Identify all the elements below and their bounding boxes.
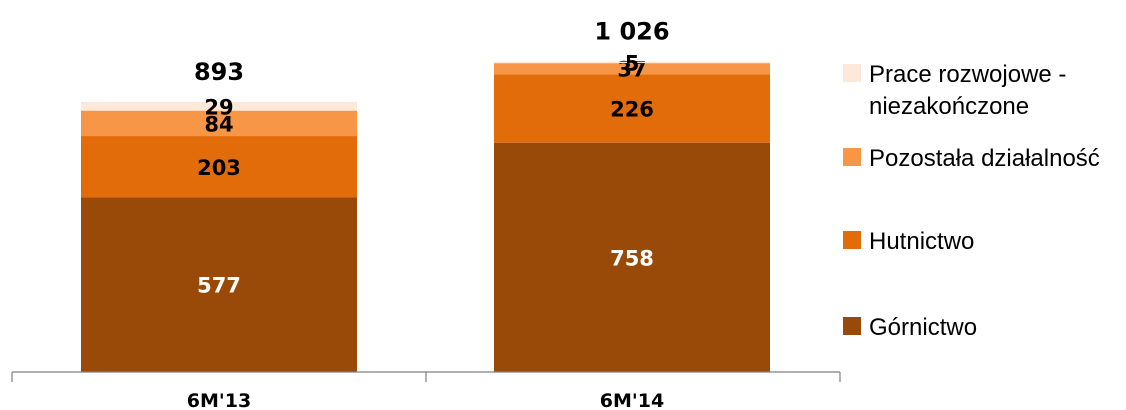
legend-label-hutnictwo: Hutnictwo [869,228,975,255]
bar-segment-prace-rozwojowe-niezakonczone-1 [494,61,770,64]
data-label-gornictwo-1: 758 [610,246,654,270]
bar-segment-gornictwo-0 [81,197,357,372]
total-label-0: 893 [194,58,244,86]
legend-item-prace-rozwojowe: Prace rozwojowe - niezakończone [843,59,1119,123]
chart-legend: Prace rozwojowe - niezakończone Pozostał… [843,0,1126,410]
legend-swatch-pozostala [843,148,861,166]
legend-swatch-prace-rozwojowe [843,64,861,82]
data-label-prace-rozwojowe-niezakonczone-1: 5 [625,51,640,75]
bar-segment-gornictwo-1 [494,142,770,372]
data-label-gornictwo-0: 577 [197,274,241,298]
data-label-prace-rozwojowe-niezakonczone-0: 29 [204,95,233,119]
bar-segment-hutnictwo-0 [81,136,357,198]
legend-item-hutnictwo: Hutnictwo [843,226,1119,258]
legend-swatch-hutnictwo [843,231,861,249]
bar-segment-pozostala-dzialalnosc-0 [81,110,357,137]
bar-segment-prace-rozwojowe-niezakonczone-0 [81,101,357,111]
legend-item-gornictwo: Górnictwo [843,312,1119,344]
legend-label-prace-rozwojowe: Prace rozwojowe - niezakończone [869,61,1067,120]
category-label-1: 6M'14 [600,390,664,410]
total-label-1: 1 026 [594,18,669,46]
legend-swatch-gornictwo [843,317,861,335]
data-label-hutnictwo-1: 226 [610,98,654,122]
data-label-pozostala-dzialalnosc-0: 84 [204,112,233,136]
legend-label-pozostala: Pozostała działalność [869,145,1100,172]
legend-label-gornictwo: Górnictwo [869,314,978,341]
category-label-0: 6M'13 [187,390,251,410]
data-label-hutnictwo-0: 203 [197,156,241,180]
bar-segment-hutnictwo-1 [494,74,770,143]
legend-item-pozostala: Pozostała działalność [843,143,1119,175]
bar-segment-pozostala-dzialalnosc-1 [494,63,770,75]
